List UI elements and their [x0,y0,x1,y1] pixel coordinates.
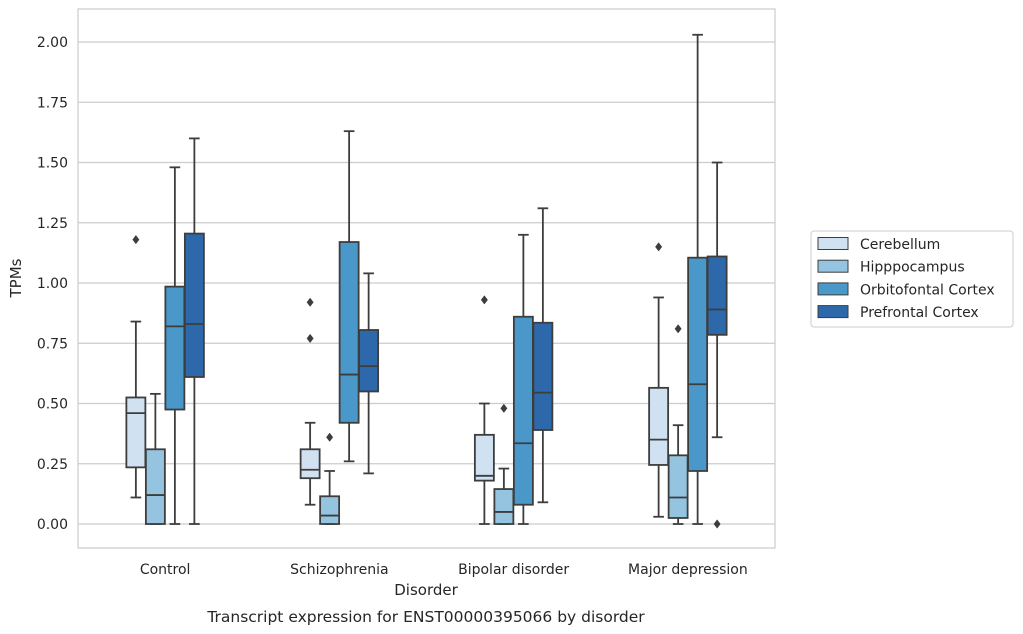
legend-label: Cerebellum [860,237,940,253]
box-bipolar-disorder-hipppocampus [493,403,515,525]
x-tick-label: Major depression [628,562,748,578]
y-tick-label: 1.25 [37,216,68,232]
box-body [125,396,147,469]
x-tick-labels: Control Schizophrenia Bipolar disorder Majo… [140,562,748,578]
y-tick-label: 0.75 [37,336,68,352]
y-axis-label: TPMs [7,258,25,298]
box-major-depression-cerebellum [648,242,670,518]
outlier-point [306,333,314,344]
box-schizophrenia-prefrontal-cortex [358,272,380,475]
box-body [164,285,186,411]
y-tick-label: 1.00 [37,276,68,292]
outlier-point [713,519,721,529]
box-body [338,241,360,424]
box-major-depression-hipppocampus [667,324,689,525]
plot-area-frame [77,8,776,549]
legend-swatch [817,282,849,296]
x-axis-label: Disorder [394,581,458,599]
x-tick-label: Bipolar disorder [458,562,569,578]
box-body [183,232,205,378]
y-tick-label: 2.00 [37,35,68,51]
y-tick-label: 1.75 [37,95,68,111]
outlier-point [674,324,682,334]
box-body [706,255,728,336]
outlier-point [480,295,488,305]
box-body [319,495,341,525]
legend-swatch [817,259,849,273]
y-tick-label: 0.25 [37,457,68,473]
outlier-point [655,242,663,252]
box-body [667,454,689,519]
outlier-point [132,235,140,245]
y-tick-label: 0.00 [37,517,68,533]
y-gridlines [78,41,775,525]
box-body [648,386,670,466]
legend: Cerebellum Hipppocampus Orbitofontal Corte… [810,230,1014,328]
box-body [299,448,321,480]
legend-swatch [817,237,849,250]
legend-label: Hipppocampus [860,260,965,276]
y-tick-label: 0.50 [37,397,68,413]
box-body [144,448,166,525]
legend-swatch [817,305,849,319]
y-tick-label: 1.50 [37,156,68,172]
box-body [473,433,495,482]
box-body [687,256,709,472]
box-control-cerebellum [125,235,147,499]
x-tick-label: Control [140,562,191,578]
outlier-point [306,297,314,307]
box-body [512,315,534,506]
box-schizophrenia-cerebellum [299,297,321,506]
box-bipolar-disorder-cerebellum [473,295,495,525]
legend-label: Orbitofontal Cortex [860,282,995,298]
box-control-prefrontal-cortex [183,137,205,525]
box-control-orbitofontal-cortex [164,166,186,525]
outlier-point [500,403,508,413]
box-control-hipppocampus [144,392,166,525]
box-major-depression-prefrontal-cortex [706,161,728,529]
box-bipolar-disorder-orbitofontal-cortex [512,233,534,525]
chart-caption: Transcript expression for ENST0000039506… [206,608,645,626]
box-major-depression-orbitofontal-cortex [687,33,709,525]
box-body [493,488,515,525]
y-tick-labels: 0.00 0.25 0.50 0.75 1.00 1.25 1.50 1.75 2.00 [37,35,68,533]
outlier-point [326,432,334,442]
box-schizophrenia-orbitofontal-cortex [338,130,360,463]
box-body [358,329,380,393]
x-tick-label: Schizophrenia [290,562,388,578]
box-groups [125,33,728,529]
legend-frame [810,230,1014,328]
box-bipolar-disorder-prefrontal-cortex [532,207,554,504]
legend-label: Prefrontal Cortex [860,305,979,321]
box-schizophrenia-hipppocampus [319,432,341,525]
box-body [532,321,554,431]
